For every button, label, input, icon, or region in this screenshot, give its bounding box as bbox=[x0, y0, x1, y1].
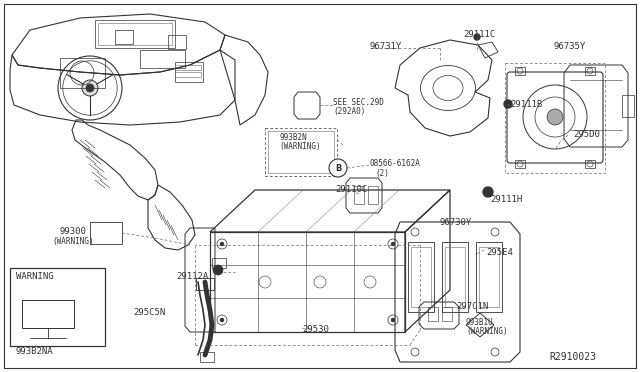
Bar bbox=[10, 268, 105, 346]
Text: 99300: 99300 bbox=[60, 227, 87, 236]
Bar bbox=[265, 128, 337, 176]
Circle shape bbox=[220, 242, 224, 246]
Text: 29112A: 29112A bbox=[176, 272, 208, 281]
Text: (292A0): (292A0) bbox=[333, 107, 365, 116]
Text: 297C1N: 297C1N bbox=[456, 302, 488, 311]
Text: 29530: 29530 bbox=[302, 325, 329, 334]
Bar bbox=[408, 242, 434, 312]
Bar bbox=[368, 186, 378, 204]
Bar bbox=[585, 160, 595, 168]
Bar bbox=[98, 23, 172, 45]
Bar bbox=[515, 67, 525, 75]
Circle shape bbox=[86, 84, 94, 92]
Bar bbox=[479, 247, 499, 307]
Circle shape bbox=[213, 265, 223, 275]
Circle shape bbox=[329, 159, 347, 177]
Circle shape bbox=[220, 318, 224, 322]
Text: 29111C: 29111C bbox=[463, 30, 495, 39]
Bar bbox=[168, 35, 186, 49]
Bar bbox=[22, 300, 74, 328]
Text: 29111B: 29111B bbox=[510, 100, 542, 109]
Bar bbox=[140, 50, 185, 68]
Text: SEE SEC.29D: SEE SEC.29D bbox=[333, 98, 384, 107]
Bar bbox=[445, 247, 465, 307]
Bar bbox=[476, 242, 502, 312]
Text: R2910023: R2910023 bbox=[549, 352, 596, 362]
Circle shape bbox=[483, 187, 493, 197]
Text: 96735Y: 96735Y bbox=[554, 42, 586, 51]
Text: B: B bbox=[335, 164, 341, 173]
Text: 96730Y: 96730Y bbox=[440, 218, 472, 227]
Bar bbox=[115, 30, 133, 44]
Bar bbox=[585, 67, 595, 75]
Bar bbox=[212, 258, 226, 268]
Text: 295D0: 295D0 bbox=[573, 130, 600, 139]
Text: (WARNING): (WARNING) bbox=[52, 237, 93, 246]
Bar bbox=[428, 307, 438, 321]
Text: 295C5N: 295C5N bbox=[133, 308, 165, 317]
Circle shape bbox=[547, 109, 563, 125]
Bar bbox=[60, 58, 105, 88]
Bar bbox=[196, 278, 214, 290]
Bar bbox=[505, 63, 605, 173]
Bar bbox=[268, 131, 334, 173]
Text: (WARNING): (WARNING) bbox=[466, 327, 508, 336]
Bar bbox=[90, 222, 122, 244]
Bar bbox=[411, 247, 431, 307]
Bar bbox=[622, 95, 634, 117]
Circle shape bbox=[391, 318, 395, 322]
Bar bbox=[442, 307, 452, 321]
Bar bbox=[200, 352, 214, 362]
Text: 29111H: 29111H bbox=[490, 195, 522, 204]
Bar bbox=[442, 242, 468, 312]
Bar bbox=[175, 72, 201, 77]
Text: 993B1U: 993B1U bbox=[466, 318, 493, 327]
Circle shape bbox=[474, 34, 480, 40]
Text: (WARNING): (WARNING) bbox=[279, 142, 321, 151]
Circle shape bbox=[391, 242, 395, 246]
Bar bbox=[175, 62, 203, 82]
Circle shape bbox=[82, 80, 98, 96]
Circle shape bbox=[504, 100, 512, 108]
Text: 08566-6162A: 08566-6162A bbox=[370, 158, 421, 167]
Text: (2): (2) bbox=[375, 169, 389, 177]
Text: 993B2N: 993B2N bbox=[279, 133, 307, 142]
Text: 993B2NA: 993B2NA bbox=[16, 347, 54, 356]
Text: 96731Y: 96731Y bbox=[370, 42, 403, 51]
Bar bbox=[95, 20, 175, 48]
Bar bbox=[175, 65, 201, 70]
Bar bbox=[354, 186, 364, 204]
Text: WARNING: WARNING bbox=[16, 272, 54, 281]
Text: 29110C: 29110C bbox=[335, 185, 367, 194]
Text: 295E4: 295E4 bbox=[486, 248, 513, 257]
Bar bbox=[515, 160, 525, 168]
